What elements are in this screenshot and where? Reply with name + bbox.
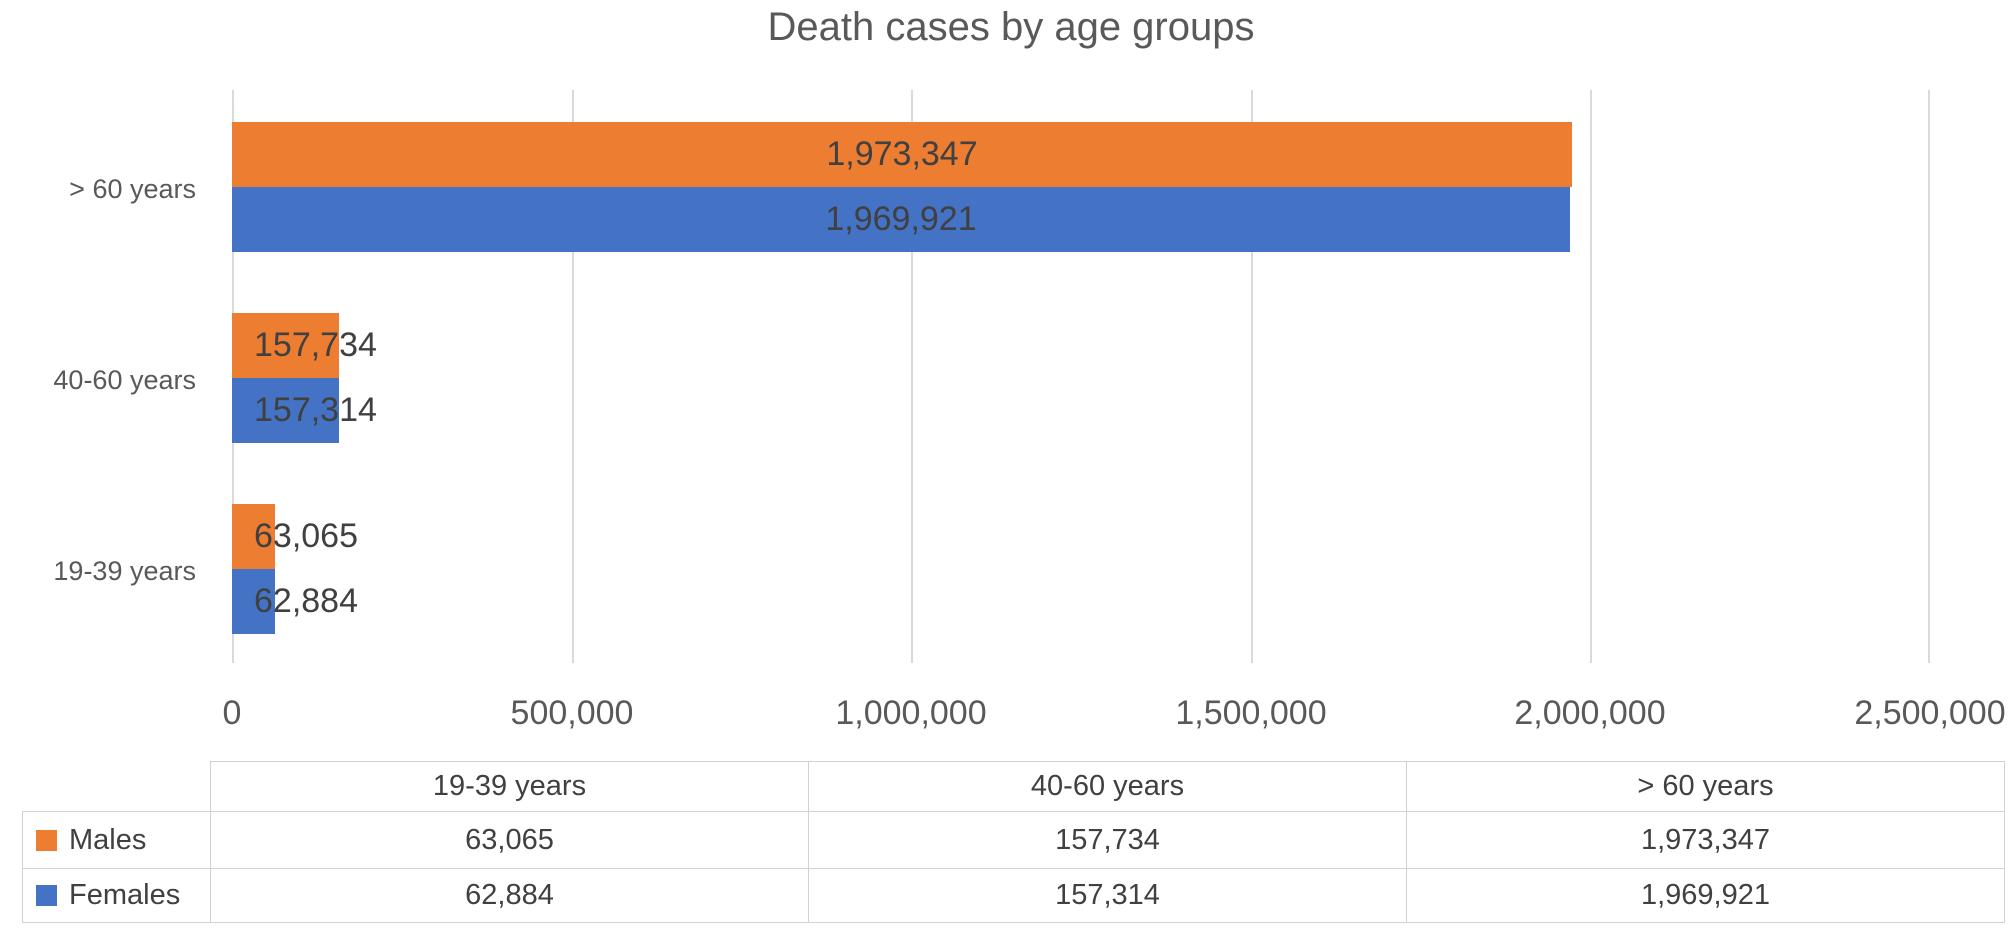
table-value-cell: 157,734 xyxy=(808,811,1407,869)
table-value-cell: 62,884 xyxy=(210,868,809,923)
table-header-cell: > 60 years xyxy=(1406,761,2005,812)
bar-data-label: 63,065 xyxy=(254,517,358,555)
gridline xyxy=(1590,90,1592,663)
gridline xyxy=(572,90,574,663)
legend-cell-females: Females xyxy=(22,868,211,923)
bar-data-label: 1,973,347 xyxy=(826,135,978,173)
series-name: Males xyxy=(69,823,147,856)
bar-females->-60-years xyxy=(232,187,1570,252)
x-axis-tick-label: 1,500,000 xyxy=(1175,694,1327,732)
category-axis-label: > 60 years xyxy=(69,174,196,204)
x-axis-tick-label: 2,500,000 xyxy=(1854,694,2006,732)
gridline xyxy=(1251,90,1253,663)
category-axis-label: 19-39 years xyxy=(53,556,196,586)
legend-cell-males: Males xyxy=(22,811,211,869)
table-value-cell: 1,969,921 xyxy=(1406,868,2005,923)
x-axis-tick-label: 500,000 xyxy=(510,694,634,732)
bar-males->-60-years xyxy=(232,122,1572,187)
table-value-cell: 63,065 xyxy=(210,811,809,869)
x-axis-tick-label: 1,000,000 xyxy=(835,694,987,732)
x-axis-tick-label: 2,000,000 xyxy=(1514,694,1666,732)
series-name: Females xyxy=(69,879,181,911)
plot-area: 1,973,347 1,969,921 157,734 157,314 63,065 62… xyxy=(232,90,1930,663)
bar-data-label: 157,734 xyxy=(254,326,377,364)
gridline xyxy=(911,90,913,663)
bar-males-19-39-years xyxy=(232,504,275,569)
x-axis-tick-label: 0 xyxy=(222,694,242,732)
data-table: 19-39 years 40-60 years > 60 years Males… xyxy=(22,761,2005,923)
bar-data-label: 157,314 xyxy=(254,391,377,429)
table-row-females: Females 62,884 157,314 1,969,921 xyxy=(22,868,2005,923)
table-row-males: Males 63,065 157,734 1,973,347 xyxy=(22,811,2005,869)
bar-females-40-60-years xyxy=(232,378,339,443)
bar-data-label: 62,884 xyxy=(254,582,358,620)
table-corner-cell xyxy=(22,761,211,812)
gridline xyxy=(1928,90,1930,663)
table-header-row: 19-39 years 40-60 years > 60 years xyxy=(22,761,2005,812)
bar-males-40-60-years xyxy=(232,313,339,378)
bar-females-19-39-years xyxy=(232,569,275,634)
category-axis-label: 40-60 years xyxy=(53,365,196,395)
females-legend-key-icon xyxy=(36,885,57,906)
bar-data-label: 1,969,921 xyxy=(825,200,977,238)
chart-title: Death cases by age groups xyxy=(767,5,1255,49)
table-header-cell: 19-39 years xyxy=(210,761,809,812)
table-value-cell: 1,973,347 xyxy=(1406,811,2005,869)
table-value-cell: 157,314 xyxy=(808,868,1407,923)
table-header-cell: 40-60 years xyxy=(808,761,1407,812)
males-legend-key-icon xyxy=(36,829,57,851)
